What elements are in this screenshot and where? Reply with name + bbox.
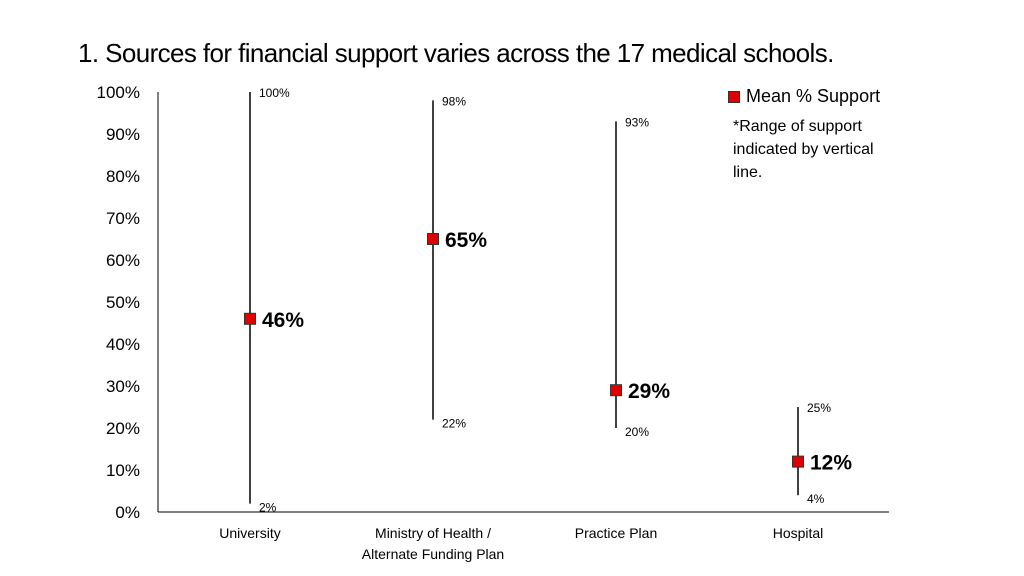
- x-tick-label: University: [219, 525, 280, 541]
- y-tick-label: 70%: [106, 209, 140, 228]
- y-tick-label: 90%: [106, 125, 140, 144]
- x-tick-label: Practice Plan: [575, 525, 657, 541]
- range-max-label: 98%: [442, 94, 466, 108]
- range-max-label: 100%: [259, 86, 290, 100]
- range-max-label: 93%: [625, 115, 649, 129]
- range-min-label: 20%: [625, 425, 649, 439]
- mean-data-label: 65%: [445, 229, 487, 252]
- legend-note: *Range of support indicated by vertical …: [733, 118, 874, 181]
- legend-marker-icon: [728, 90, 740, 103]
- y-tick-label: 60%: [106, 251, 140, 270]
- y-tick-label: 80%: [106, 167, 140, 186]
- legend: Mean % Support *Range of support indicat…: [728, 86, 898, 184]
- chart-title: 1. Sources for financial support varies …: [78, 38, 834, 68]
- y-tick-label: 50%: [106, 293, 140, 312]
- mean-marker: [244, 312, 256, 325]
- y-tick-label: 30%: [106, 377, 140, 396]
- range-max-label: 25%: [807, 401, 831, 415]
- y-tick-label: 100%: [97, 83, 140, 102]
- mean-marker: [610, 384, 622, 397]
- range-min-label: 2%: [259, 501, 277, 515]
- legend-entry: Mean % Support: [728, 86, 898, 107]
- mean-marker: [792, 455, 804, 468]
- mean-marker: [427, 233, 439, 245]
- mean-data-label: 12%: [810, 452, 852, 475]
- y-tick-label: 0%: [115, 503, 140, 522]
- y-tick-label: 10%: [106, 461, 140, 480]
- x-tick-label: Alternate Funding Plan: [362, 546, 504, 562]
- legend-label: Mean % Support: [746, 86, 881, 106]
- range-min-label: 22%: [442, 417, 466, 431]
- y-tick-label: 40%: [106, 335, 140, 354]
- x-tick-label: Ministry of Health /: [375, 525, 491, 541]
- mean-data-label: 46%: [262, 309, 304, 332]
- mean-data-label: 29%: [628, 380, 670, 403]
- x-tick-label: Hospital: [773, 525, 824, 541]
- y-tick-label: 20%: [106, 419, 140, 438]
- range-min-label: 4%: [807, 492, 825, 506]
